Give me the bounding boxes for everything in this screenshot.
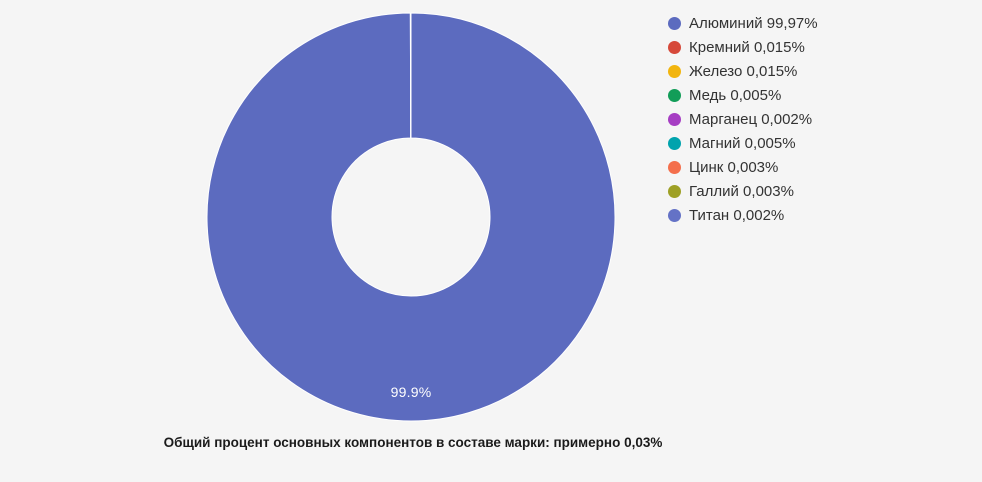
legend-item-Марганец[interactable]: Марганец 0,002%	[668, 107, 818, 131]
legend-marker-icon	[668, 136, 681, 150]
chart-caption: Общий процент основных компонентов в сос…	[163, 435, 663, 450]
legend-item-Кремний[interactable]: Кремний 0,015%	[668, 35, 818, 59]
legend-marker-icon	[668, 208, 681, 222]
legend-label: Кремний 0,015%	[689, 38, 805, 56]
legend-marker-icon	[668, 184, 681, 198]
legend-label: Железо 0,015%	[689, 62, 798, 80]
legend-item-Алюминий[interactable]: Алюминий 99,97%	[668, 11, 818, 35]
legend-marker-icon	[668, 64, 681, 78]
legend-marker-icon	[668, 160, 681, 174]
legend-item-Титан[interactable]: Титан 0,002%	[668, 203, 818, 227]
legend-marker-icon	[668, 112, 681, 126]
slice-data-label: 99.9%	[390, 384, 432, 400]
legend-item-Цинк[interactable]: Цинк 0,003%	[668, 155, 818, 179]
legend-label: Титан 0,002%	[689, 206, 785, 224]
legend-item-Железо[interactable]: Железо 0,015%	[668, 59, 818, 83]
legend-label: Галлий 0,003%	[689, 182, 794, 200]
legend-label: Алюминий 99,97%	[689, 14, 818, 32]
pie-slice-Алюминий[interactable]	[206, 12, 616, 422]
legend-label: Медь 0,005%	[689, 86, 782, 104]
legend-item-Медь[interactable]: Медь 0,005%	[668, 83, 818, 107]
legend-label: Цинк 0,003%	[689, 158, 779, 176]
legend-marker-icon	[668, 88, 681, 102]
legend-item-Магний[interactable]: Магний 0,005%	[668, 131, 818, 155]
legend-item-Галлий[interactable]: Галлий 0,003%	[668, 179, 818, 203]
legend-label: Магний 0,005%	[689, 134, 796, 152]
legend-label: Марганец 0,002%	[689, 110, 813, 128]
legend-marker-icon	[668, 40, 681, 54]
legend-marker-icon	[668, 16, 681, 30]
legend: Алюминий 99,97% Кремний 0,015% Железо 0,01…	[668, 11, 818, 227]
